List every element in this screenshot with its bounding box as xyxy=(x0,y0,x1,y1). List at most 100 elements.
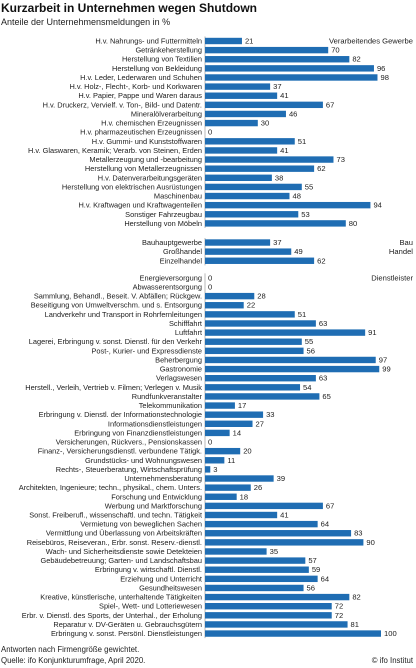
bar xyxy=(205,110,286,118)
category-label: Sonstiger Fahrzeugbau xyxy=(125,210,202,219)
value-label: 0 xyxy=(208,438,212,447)
bar xyxy=(205,584,304,592)
bar xyxy=(205,119,258,127)
category-label: Vermietung von beweglichen Sachen xyxy=(80,520,202,529)
category-label: Maschinenbau xyxy=(154,192,202,201)
category-label: Energieversorgung xyxy=(140,273,202,282)
chart-title: Kurzarbeit in Unternehmen wegen Shutdown xyxy=(1,1,257,15)
bar xyxy=(205,83,271,90)
value-label: 35 xyxy=(270,547,278,556)
value-label: 11 xyxy=(227,456,235,465)
bar xyxy=(205,329,366,336)
category-label: Grundstücks- und Wohnungswesen xyxy=(85,456,202,465)
bar xyxy=(205,138,295,145)
category-label: H.v. Datenverarbeitungsgeräten xyxy=(98,173,202,182)
bar xyxy=(205,147,278,154)
category-label: Herstellung von elektrischen Ausrüstunge… xyxy=(62,182,202,191)
value-label: 72 xyxy=(335,611,343,620)
value-label: 51 xyxy=(298,137,306,146)
value-label: 96 xyxy=(377,64,385,73)
bar xyxy=(205,356,376,364)
category-label: Landverkehr und Transport in Rohrfernlei… xyxy=(45,310,202,319)
category-label: Lagerei, Erbringung v. sonst. Dienstl. f… xyxy=(29,337,203,346)
bar xyxy=(205,447,241,455)
category-label: Erbringung v. wirtschaftl. Dienstl. xyxy=(95,565,202,574)
bar xyxy=(205,248,292,255)
bar xyxy=(205,566,309,573)
bar xyxy=(205,338,302,345)
bar xyxy=(205,192,290,200)
value-label: 30 xyxy=(261,119,269,128)
category-label: Erbringung von Finanzdienstleistungen xyxy=(74,428,202,437)
bar xyxy=(205,311,295,318)
bar xyxy=(205,174,272,181)
bar xyxy=(205,475,274,482)
group-label: Handel xyxy=(389,247,413,256)
category-label: H.v. Leder, Lederwaren und Schuhen xyxy=(80,73,202,82)
bar xyxy=(205,92,278,99)
category-label: Versicherungen, Rückvers., Pensionskasse… xyxy=(56,438,202,447)
value-label: 41 xyxy=(280,146,288,155)
value-label: 39 xyxy=(277,474,285,483)
value-label: 54 xyxy=(303,383,311,392)
bar xyxy=(205,457,225,464)
category-label: Verlagswesen xyxy=(156,374,202,383)
bar xyxy=(205,239,271,246)
value-label: 64 xyxy=(321,520,329,529)
bar xyxy=(205,548,267,555)
bar xyxy=(205,257,315,264)
category-label: Unternehmensberatung xyxy=(124,474,202,483)
category-label: Beseitigung von Umweltverschm. und s. En… xyxy=(31,301,202,310)
value-label: 64 xyxy=(321,574,329,583)
category-label: Finanz-, Versicherungsdienstl. verbunden… xyxy=(38,447,202,456)
category-label: Informationsdienstleistungen xyxy=(108,419,202,428)
category-label: Schifffahrt xyxy=(169,319,202,328)
bar xyxy=(205,511,278,519)
value-label: 72 xyxy=(335,602,343,611)
category-label: Erbringung v. Dienstl. der Informationst… xyxy=(39,410,202,419)
bar xyxy=(205,603,332,610)
category-label: Einzelhandel xyxy=(160,256,203,265)
value-label: 56 xyxy=(307,583,315,592)
value-label: 53 xyxy=(301,210,309,219)
category-label: Getränkeherstellung xyxy=(135,46,202,55)
value-label: 17 xyxy=(238,401,246,410)
value-label: 41 xyxy=(280,91,288,100)
value-label: 49 xyxy=(294,247,302,256)
category-label: Herstellung von Metallerzeugnissen xyxy=(85,164,202,173)
category-label: Metallerzeugung und -bearbeitung xyxy=(89,155,202,164)
category-label: Erbr. v. Dienstl. des Sports, der Unterh… xyxy=(22,611,202,620)
category-label: Bauhauptgewerbe xyxy=(142,238,202,247)
bar xyxy=(205,46,329,54)
chart-subtitle: Anteile der Unternehmensmeldungen in % xyxy=(1,17,170,27)
value-label: 65 xyxy=(322,392,330,401)
category-label: Reparatur v. DV-Geräten u. Gebrauchsgüte… xyxy=(53,620,202,629)
bar xyxy=(205,65,374,72)
value-label: 18 xyxy=(240,492,248,501)
category-label: Architekten, Ingenieure; techn., physika… xyxy=(19,483,202,492)
category-label: Herstellung von Möbeln xyxy=(124,219,202,228)
value-label: 37 xyxy=(273,238,281,247)
value-label: 73 xyxy=(336,155,344,164)
category-label: Werbung und Marktforschung xyxy=(105,501,202,510)
value-label: 0 xyxy=(208,273,212,282)
category-label: Gebäudebetreuung; Garten- und Landschaft… xyxy=(41,556,202,565)
value-label: 80 xyxy=(349,219,357,228)
value-label: 51 xyxy=(298,310,306,319)
category-label: Wach- und Sicherheitsdienste sowie Detek… xyxy=(46,547,202,556)
bar xyxy=(205,74,378,81)
value-label: 67 xyxy=(326,100,334,109)
bar xyxy=(205,183,302,191)
bar xyxy=(205,621,348,628)
bar xyxy=(205,593,350,601)
value-label: 62 xyxy=(317,164,325,173)
bar xyxy=(205,37,242,45)
category-label: H.v. Nahrungs- und Futtermitteln xyxy=(95,37,202,46)
category-label: Beherbergung xyxy=(155,355,202,364)
bar xyxy=(205,520,318,528)
value-label: 94 xyxy=(373,201,381,210)
category-label: Herstellung von Bekleidung xyxy=(112,64,202,73)
value-label: 20 xyxy=(243,447,251,456)
bar xyxy=(205,302,244,309)
category-label: Reisebüros, Reiseveran., Erbr. sonst. Re… xyxy=(27,538,202,547)
